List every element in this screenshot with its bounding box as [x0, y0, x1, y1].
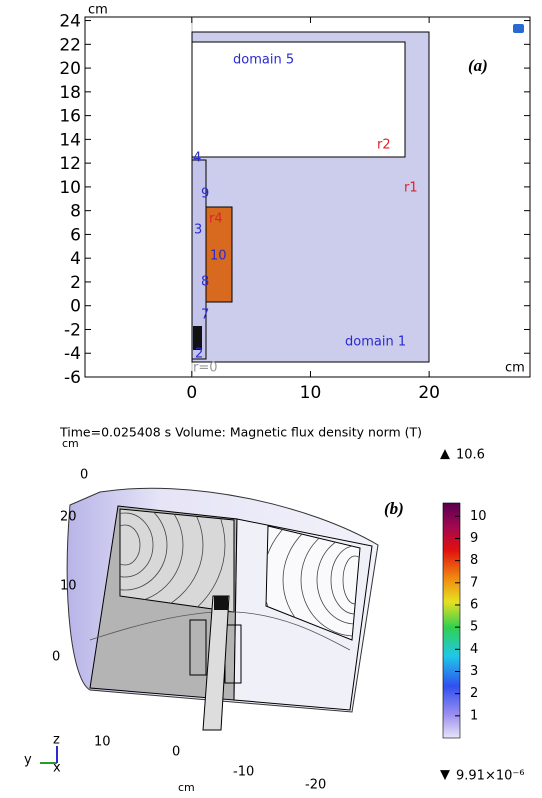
x-tick-label: -20 [305, 778, 326, 793]
colorbar-tick-label: 8 [470, 553, 478, 568]
annotation: 7 [201, 308, 209, 323]
x-tick-label: 20 [418, 383, 440, 403]
colorbar-min: 9.91×10⁻⁶ [456, 769, 524, 784]
colorbar-tick-label: 9 [470, 531, 478, 546]
colorbar-tick-label: 10 [470, 509, 487, 524]
z-tick-label: 0 [52, 650, 60, 665]
annotation: 3 [194, 223, 202, 238]
colorbar-tick-label: 1 [470, 708, 478, 723]
y-tick-label: 18 [59, 83, 81, 103]
panel-label: (a) [468, 56, 488, 75]
y-tick-label: 22 [59, 35, 81, 55]
y-tick-label: 8 [70, 202, 81, 222]
x-tick-label: 0 [186, 383, 197, 403]
y-tick-label: 16 [59, 107, 81, 127]
panel-label: (b) [384, 499, 404, 518]
annotation: r4 [209, 212, 223, 227]
annotation: domain 5 [233, 53, 294, 68]
axis-unit: cm [178, 781, 195, 794]
annotation: 4 [193, 151, 201, 166]
y-tick-label: 20 [59, 59, 81, 79]
colorbar-tick-label: 5 [470, 620, 478, 635]
unit: cm [62, 437, 79, 450]
triad-label: z [53, 733, 60, 748]
small-block [193, 326, 202, 350]
colorbar-tick-label: 3 [470, 664, 478, 679]
triad-label: x [53, 761, 61, 776]
y-tick-label: 6 [70, 225, 81, 245]
domain-5 [191, 41, 406, 158]
y-tick-label: -4 [64, 344, 81, 364]
z-tick-label: 20 [60, 510, 77, 525]
annotation: r2 [377, 138, 391, 153]
y-tick-label: 0 [70, 297, 81, 317]
x-tick-label: -10 [233, 765, 254, 780]
annotation: 9 [201, 187, 209, 202]
y-tick-label: -2 [64, 320, 81, 340]
y-tick-label: 2 [70, 273, 81, 293]
axis-tick-label: 0 [80, 468, 88, 483]
coil [205, 206, 233, 303]
z-tick-label: 10 [60, 579, 77, 594]
annotation: 8 [201, 275, 209, 290]
annotation: 2 [195, 347, 203, 362]
y-tick-label: -6 [64, 368, 81, 388]
colorbar [442, 502, 461, 739]
domain5-right [265, 525, 361, 641]
triad-label: y [24, 753, 32, 768]
title: Time=0.025408 s Volume: Magnetic flux de… [59, 425, 422, 440]
colorbar-max: 10.6 [456, 448, 485, 463]
y-unit: cm [88, 3, 108, 18]
panel-a: cm cm (a) domain 5 r2 r1 r4 10 domain 1 … [84, 3, 531, 378]
colorbar-max-marker: ▲ [440, 447, 450, 462]
colorbar-tick-label: 7 [470, 575, 478, 590]
panel-b: (b) 0 cm z y x ▲ 10.6 ▼ 9.91×10⁻⁶ [24, 447, 524, 795]
colorbar-tick-label: 6 [470, 597, 478, 612]
y-tick-label: 12 [59, 154, 81, 174]
y-tick-label: 4 [70, 249, 81, 269]
y-tick-label: 24 [59, 12, 81, 32]
colorbar-tick-label: 4 [470, 642, 478, 657]
y-tick-label: 10 [59, 178, 81, 198]
annotation: r1 [404, 181, 418, 196]
x-tick-label: 10 [94, 735, 111, 750]
x-tick-label: 10 [300, 383, 322, 403]
annotation: r=0 [193, 361, 218, 376]
y-tick-label: 14 [59, 130, 81, 150]
x-tick-label: 0 [172, 745, 180, 760]
annotation: 10 [210, 249, 227, 264]
coil [189, 619, 207, 676]
colorbar-min-marker: ▼ [440, 768, 450, 783]
colorbar-tick-label: 2 [470, 686, 478, 701]
small-block [214, 596, 228, 610]
x-unit: cm [505, 361, 525, 376]
icon [513, 24, 524, 33]
annotation: domain 1 [345, 335, 406, 350]
